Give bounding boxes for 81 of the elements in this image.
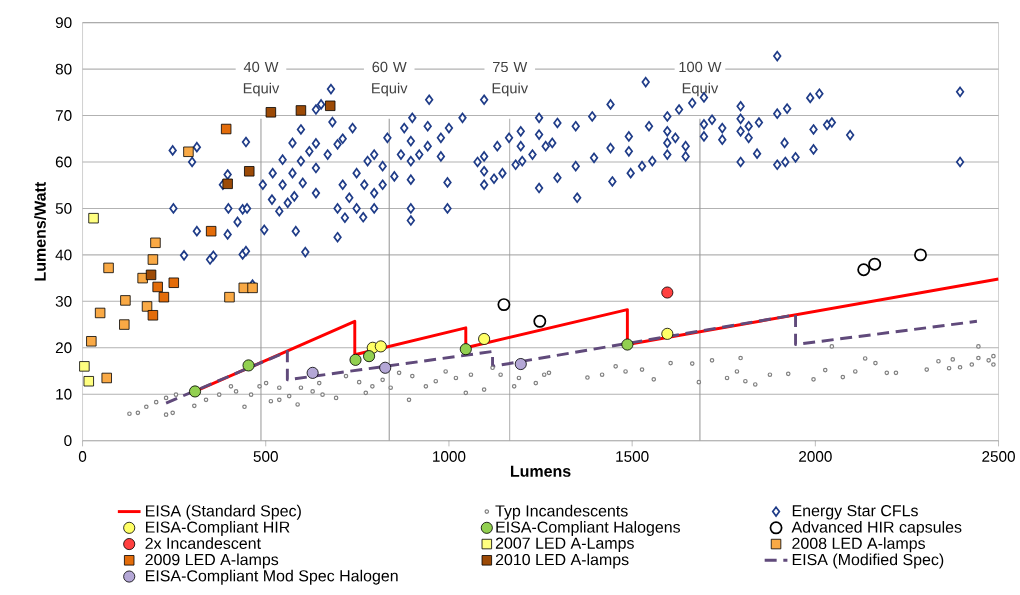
point <box>459 343 472 356</box>
point <box>141 301 153 312</box>
ref-line-label: 75 W Equiv <box>492 61 529 97</box>
point <box>661 327 674 340</box>
point <box>150 237 161 248</box>
point <box>306 366 319 379</box>
legend-label: 2007 LED A-Lamps <box>495 537 634 552</box>
point <box>88 212 99 224</box>
x-tick-label: 0 <box>78 451 87 462</box>
point <box>244 166 255 177</box>
y-tick-label: 60 <box>55 156 72 168</box>
point <box>183 146 194 157</box>
point <box>189 385 202 398</box>
point <box>101 372 112 384</box>
y-tick-label: 20 <box>55 342 72 354</box>
point <box>514 357 527 370</box>
legend-label: EISA (Standard Spec) <box>146 504 301 520</box>
legend-label: EISA-Compliant HIR <box>146 520 290 536</box>
point <box>119 319 130 330</box>
legend-label: Advanced HIR capsules <box>791 520 962 536</box>
x-tick-label: 1000 <box>433 451 466 462</box>
ref-line-label: 60 W Equiv <box>372 61 408 97</box>
point <box>158 291 170 303</box>
point <box>621 338 634 351</box>
point <box>83 375 94 387</box>
y-tick-label: 90 <box>55 17 72 28</box>
y-tick-label: 30 <box>55 295 72 307</box>
point <box>497 298 511 311</box>
point <box>205 225 217 237</box>
line-series <box>164 313 979 405</box>
point <box>363 350 376 363</box>
point <box>661 286 674 299</box>
point <box>147 310 159 321</box>
y-tick-label: 40 <box>55 249 72 261</box>
ref-line-label: 40 W Equiv <box>243 61 280 97</box>
point <box>103 262 114 274</box>
legend-label: 2010 LED A-lamps <box>495 553 629 569</box>
y-tick-label: 80 <box>55 63 72 75</box>
legend-label: Typ Incandescents <box>495 504 628 520</box>
legend-label: 2009 LED A-lamps <box>145 553 279 569</box>
legend-label: EISA-Compliant Mod Spec Halogen <box>146 569 398 585</box>
x-tick-label: 2500 <box>982 451 1015 462</box>
y-tick-label: 0 <box>64 435 72 447</box>
y-tick-label: 10 <box>56 388 72 400</box>
y-tick-label: 70 <box>55 110 72 121</box>
point <box>868 257 882 271</box>
y-axis-title: Lumens/Watt <box>34 181 46 281</box>
point <box>374 340 387 353</box>
point <box>295 105 307 116</box>
legend-label: 2x Incandescent <box>145 537 261 549</box>
legend-label: EISA-Compliant Halogens <box>496 520 681 536</box>
point <box>152 281 163 293</box>
point <box>325 100 336 111</box>
point <box>349 353 362 366</box>
point <box>120 295 131 306</box>
ref-line-label: 100 W Equiv <box>679 61 722 97</box>
x-axis-title: Lumens <box>510 465 571 477</box>
point <box>220 123 232 135</box>
legend-label: 2008 LED A-lamps <box>792 537 926 553</box>
point <box>79 361 90 372</box>
point <box>265 107 277 118</box>
point <box>857 263 871 277</box>
point <box>147 254 159 265</box>
point <box>86 336 97 347</box>
point <box>137 272 148 284</box>
x-tick-label: 500 <box>253 451 278 462</box>
point <box>379 361 392 374</box>
point <box>224 291 235 303</box>
y-tick-label: 50 <box>55 202 72 214</box>
point <box>242 359 255 372</box>
point <box>222 178 233 189</box>
x-tick-label: 1500 <box>616 451 649 462</box>
point <box>94 307 106 319</box>
x-tick-label: 2000 <box>799 451 832 462</box>
point <box>145 269 157 280</box>
point <box>478 332 491 345</box>
legend-label: EISA (Modified Spec) <box>792 553 944 569</box>
point <box>168 277 179 288</box>
point <box>533 314 547 328</box>
point <box>914 248 927 262</box>
legend-label: Energy Star CFLs <box>792 504 918 520</box>
